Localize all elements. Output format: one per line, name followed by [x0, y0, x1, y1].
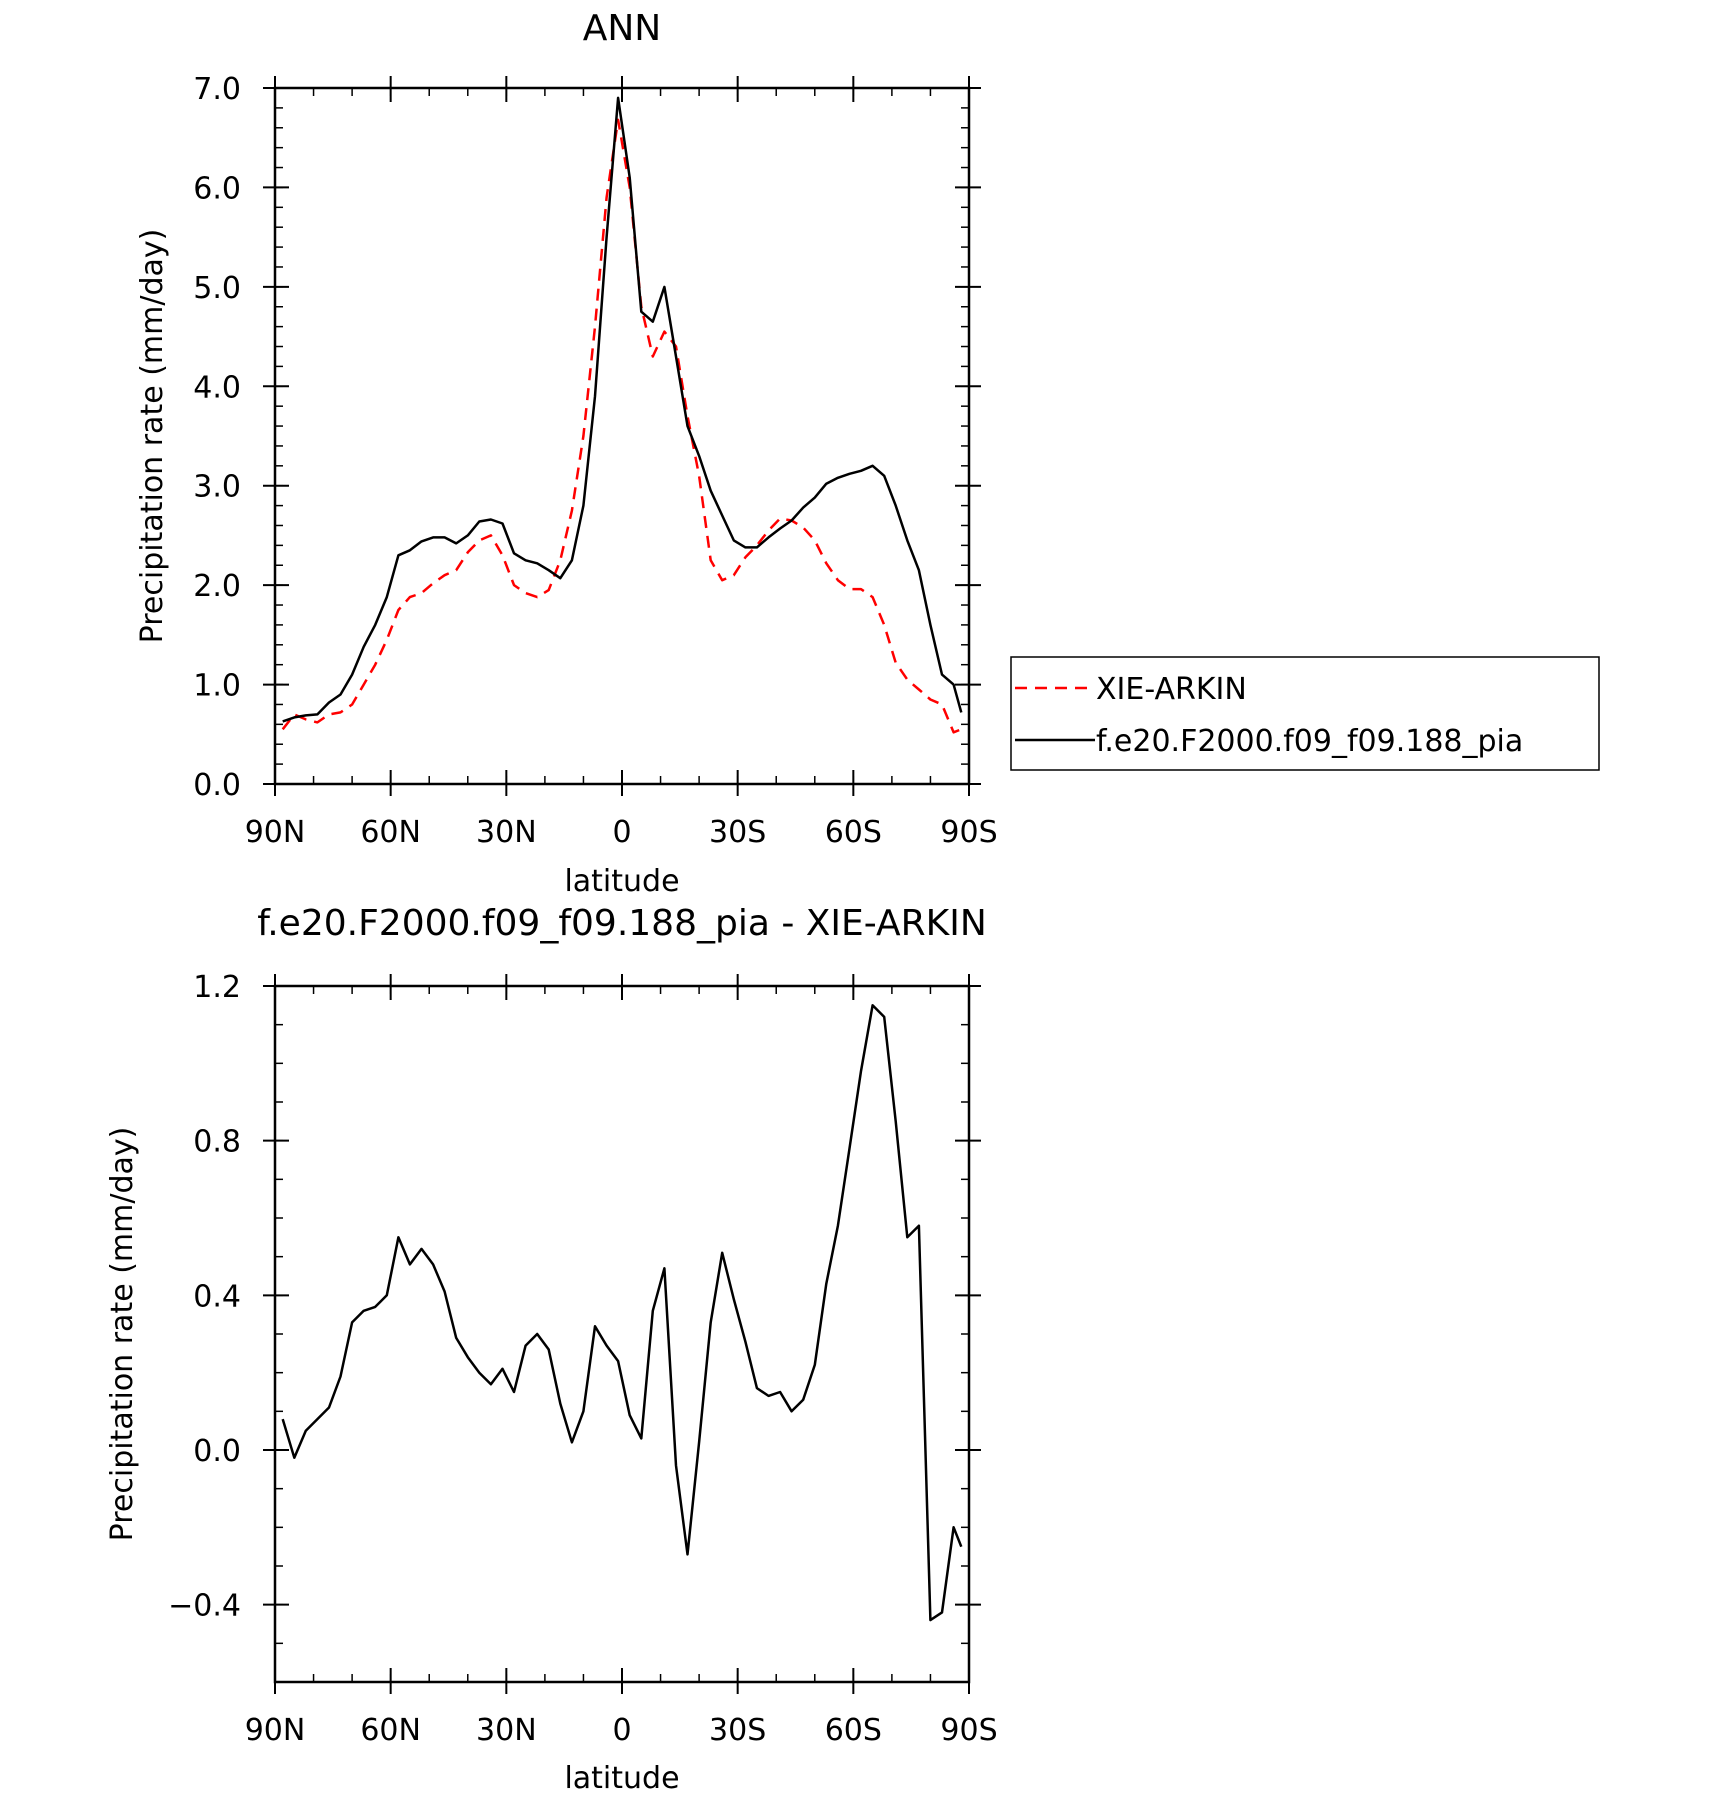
top-y-tick-label: 3.0 — [193, 470, 241, 505]
bottom-chart-title: f.e20.F2000.f09_f09.188_pia - XIE-ARKIN — [257, 903, 987, 944]
top-x-tick-label: 90S — [940, 815, 997, 850]
legend-box — [1010, 656, 1600, 771]
bottom-plot-frame — [273, 984, 971, 1684]
bottom-x-tick-label: 30N — [476, 1713, 537, 1748]
top-y-tick-label: 2.0 — [193, 569, 241, 604]
top-y-tick-label: 6.0 — [193, 171, 241, 206]
bottom-axes: 90N 60N 30N 0 30S 60S 90S −0.4 0.0 0.4 0.8 1.2 — [168, 970, 997, 1748]
bottom-series-group — [281, 1004, 963, 1622]
bottom-x-tick-label: 60S — [825, 1713, 882, 1748]
top-y-tick-label: 0.0 — [193, 768, 241, 803]
bottom-series-line-0 — [281, 1004, 963, 1622]
bottom-y-tick-label: 0.0 — [193, 1434, 241, 1469]
top-series-group — [281, 96, 963, 734]
bottom-x-tick-label: 60N — [360, 1713, 421, 1748]
top-series-line-1 — [282, 96, 963, 723]
bottom-y-tick-label: −0.4 — [168, 1589, 241, 1624]
top-x-tick-label: 30N — [476, 815, 537, 850]
top-x-tick-label: 60N — [360, 815, 421, 850]
top-y-axis-label: Precipitation rate (mm/day) — [135, 229, 170, 644]
top-y-tick-label: 5.0 — [193, 271, 241, 306]
top-chart-title: ANN — [583, 8, 662, 49]
bottom-panel: f.e20.F2000.f09_f09.188_pia - XIE-ARKIN … — [105, 903, 998, 1796]
bottom-x-tick-label: 90S — [940, 1713, 997, 1748]
top-y-tick-label: 1.0 — [193, 669, 241, 704]
bottom-y-tick-label: 0.8 — [193, 1125, 241, 1160]
bottom-x-tick-label: 90N — [245, 1713, 306, 1748]
top-panel: ANN 90N 60N 30N 0 30S 60S 90S 0.0 1.0 2.0 3.0 4.0 5.… — [135, 8, 1600, 899]
bottom-y-tick-label: 1.2 — [193, 970, 241, 1005]
top-x-tick-label: 90N — [245, 815, 306, 850]
top-series-line-0 — [281, 118, 962, 734]
top-plot-frame — [273, 86, 971, 786]
bottom-x-tick-label: 30S — [709, 1713, 766, 1748]
bottom-x-tick-label: 0 — [612, 1713, 631, 1748]
legend-label-xie-arkin: XIE-ARKIN — [1096, 672, 1247, 707]
legend: XIE-ARKIN f.e20.F2000.f09_f09.188_pia — [1010, 656, 1600, 771]
top-x-tick-label: 0 — [612, 815, 631, 850]
bottom-y-tick-label: 0.4 — [193, 1279, 241, 1314]
bottom-x-axis-label: latitude — [564, 1761, 679, 1796]
top-y-tick-label: 7.0 — [193, 72, 241, 107]
legend-label-model: f.e20.F2000.f09_f09.188_pia — [1096, 724, 1523, 759]
top-x-tick-label: 60S — [825, 815, 882, 850]
top-axes: 90N 60N 30N 0 30S 60S 90S 0.0 1.0 2.0 3.0 4.0 5.0 6.0… — [193, 72, 997, 850]
bottom-y-axis-label: Precipitation rate (mm/day) — [105, 1127, 140, 1542]
top-x-axis-label: latitude — [564, 864, 679, 899]
top-y-tick-label: 4.0 — [193, 370, 241, 405]
top-x-tick-label: 30S — [709, 815, 766, 850]
